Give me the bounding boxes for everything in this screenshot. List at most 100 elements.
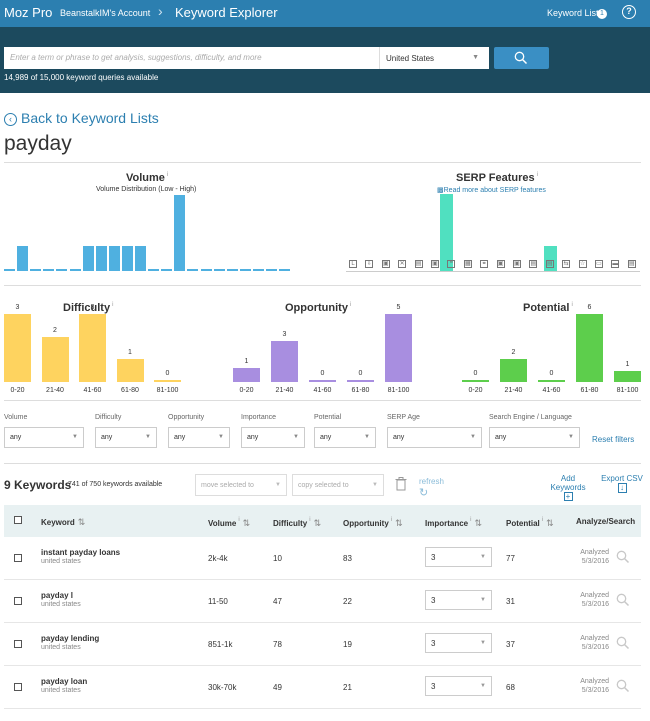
- row-checkbox[interactable]: [14, 640, 22, 648]
- potential-bar: [614, 370, 641, 382]
- filter-value: any: [174, 434, 186, 441]
- filter-label: Search Engine / Language: [489, 414, 572, 421]
- moz-pro-logo[interactable]: Moz Pro: [4, 5, 53, 20]
- back-to-keyword-lists-link[interactable]: ‹ Back to Keyword Lists: [4, 110, 159, 126]
- importance-select[interactable]: 3 ▼: [425, 633, 492, 653]
- caret-down-icon: ▼: [480, 597, 486, 603]
- difficulty-bar-label: 3: [90, 304, 95, 311]
- volume-bar: [279, 269, 291, 271]
- importance-select[interactable]: 3 ▼: [425, 547, 492, 567]
- serp-features-link[interactable]: ▩Read more about SERP features: [437, 187, 546, 194]
- opportunity-bar: [347, 380, 374, 382]
- serp-swap-icon: ⇆: [562, 260, 571, 268]
- potential-column-header[interactable]: Potential i ⇅: [506, 517, 554, 528]
- keyword-name[interactable]: payday loan: [41, 677, 88, 686]
- analyze-column-header: Analyze/Search: [576, 517, 636, 526]
- volume-bar: [200, 269, 212, 271]
- refresh-label: refresh: [419, 477, 444, 486]
- search-icon[interactable]: [616, 636, 630, 655]
- export-csv-button[interactable]: Export CSV ↓: [601, 474, 643, 493]
- volume-column-header[interactable]: Volume i ⇅: [208, 517, 251, 528]
- country-select[interactable]: United States ▼: [379, 47, 489, 69]
- volume-cell: 30k-70k: [208, 683, 237, 692]
- filter-select-potential[interactable]: any ▼: [314, 427, 376, 448]
- caret-down-icon: ▼: [568, 434, 574, 440]
- difficulty-column-header[interactable]: Difficulty i ⇅: [273, 517, 322, 528]
- filter-select-volume[interactable]: any ▼: [4, 427, 84, 448]
- volume-bar: [239, 269, 251, 271]
- keyword-search-input[interactable]: Enter a term or phrase to get analysis, …: [4, 47, 379, 69]
- copy-selected-select[interactable]: copy selected to ▼: [292, 474, 384, 496]
- search-icon[interactable]: [616, 550, 630, 569]
- volume-bar: [187, 269, 199, 271]
- opportunity-bar: [271, 341, 298, 382]
- importance-column-header[interactable]: Importance i ⇅: [425, 517, 483, 528]
- volume-bar: [30, 269, 42, 271]
- filter-select-difficulty[interactable]: any ▼: [95, 427, 157, 448]
- volume-bar: [121, 245, 133, 271]
- serp-x-icon: ✕: [398, 260, 407, 268]
- caret-down-icon: ▼: [480, 683, 486, 689]
- difficulty-tick-label: 0-20: [10, 387, 25, 394]
- filter-select-serp-age[interactable]: any ▼: [387, 427, 482, 448]
- row-checkbox[interactable]: [14, 554, 22, 562]
- volume-bar: [266, 269, 277, 271]
- delete-icon[interactable]: [395, 477, 407, 496]
- opportunity-bar: [385, 314, 412, 382]
- sort-icon: ⇅: [313, 518, 322, 528]
- search-icon[interactable]: [616, 679, 630, 698]
- serp-title: SERP Features i: [456, 172, 539, 184]
- filter-select-importance[interactable]: any ▼: [241, 427, 305, 448]
- add-keywords-button[interactable]: Add Keywords +: [543, 474, 593, 501]
- filter-value: any: [320, 434, 332, 441]
- volume-bar: [43, 269, 55, 271]
- refresh-icon: ↻: [419, 487, 429, 499]
- serp-image-icon: ▤: [414, 260, 423, 268]
- volume-bar: [82, 245, 94, 271]
- row-checkbox[interactable]: [14, 683, 22, 691]
- refresh-button[interactable]: refresh ↻: [419, 477, 444, 499]
- caret-down-icon: ▼: [275, 482, 281, 488]
- serp-quote-icon: ❝: [447, 260, 456, 268]
- filter-select-opportunity[interactable]: any ▼: [168, 427, 230, 448]
- potential-bar-label: 2: [511, 349, 516, 357]
- back-label: Back to Keyword Lists: [21, 110, 159, 126]
- potential-bar: [500, 359, 527, 382]
- filter-label: SERP Age: [387, 414, 420, 421]
- keyword-name[interactable]: payday lending: [41, 634, 100, 643]
- search-button[interactable]: [494, 47, 549, 69]
- keyword-location: united states: [41, 601, 81, 608]
- select-all-checkbox[interactable]: [14, 516, 22, 524]
- potential-tick-label: 81-100: [616, 387, 639, 394]
- opportunity-tick-label: 0-20: [239, 387, 254, 394]
- filter-select-search-engine-language[interactable]: any ▼: [489, 427, 580, 448]
- opportunity-title: Opportunity i: [285, 302, 352, 314]
- keyword-column-header[interactable]: Keyword ⇅: [41, 517, 86, 527]
- keyword-name[interactable]: payday l: [41, 591, 74, 600]
- divider: [4, 400, 641, 401]
- difficulty-bar: [116, 359, 144, 382]
- importance-select[interactable]: 3 ▼: [425, 590, 492, 610]
- sort-icon: ⇅: [77, 517, 86, 527]
- difficulty-bar-label: 0: [165, 370, 170, 377]
- add-keywords-label: Add Keywords: [550, 474, 586, 492]
- keyword-lists-link[interactable]: Keyword Lists: [547, 8, 604, 18]
- difficulty-tick-label: 81-100: [156, 387, 179, 394]
- opportunity-tick-label: 41-60: [313, 387, 332, 394]
- serp-bar: [440, 194, 453, 271]
- help-icon[interactable]: ?: [622, 5, 636, 19]
- difficulty-cell: 49: [273, 683, 282, 692]
- volume-subtitle: Volume Distribution (Low - High): [96, 186, 197, 193]
- account-link[interactable]: BeanstalkIM's Account: [60, 8, 151, 18]
- row-checkbox[interactable]: [14, 597, 22, 605]
- difficulty-bar: [79, 314, 106, 382]
- search-icon[interactable]: [616, 593, 630, 612]
- importance-value: 3: [431, 596, 436, 605]
- reset-filters-link[interactable]: Reset filters: [592, 435, 635, 444]
- importance-select[interactable]: 3 ▼: [425, 676, 492, 696]
- keyword-name[interactable]: instant payday loans: [41, 548, 121, 557]
- opportunity-column-header[interactable]: Opportunity i ⇅: [343, 517, 403, 528]
- move-selected-select[interactable]: move selected to ▼: [195, 474, 287, 496]
- queries-available: 14,989 of 15,000 keyword queries availab…: [4, 73, 159, 82]
- potential-cell: 77: [506, 554, 515, 563]
